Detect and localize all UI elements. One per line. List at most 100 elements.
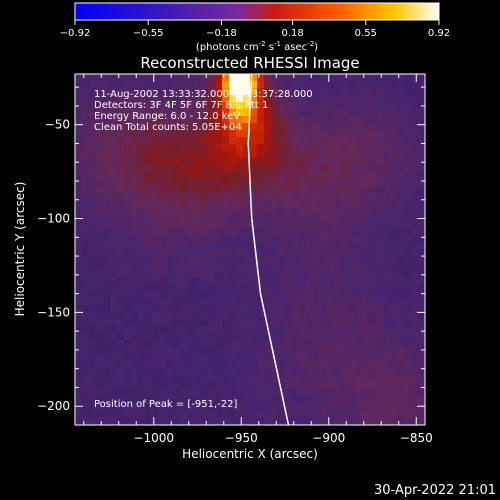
heatmap-cell xyxy=(376,214,384,222)
heatmap-cell xyxy=(124,417,132,425)
heatmap-cell xyxy=(376,249,384,257)
heatmap-cell xyxy=(138,123,146,131)
heatmap-cell xyxy=(82,235,90,243)
heatmap-cell xyxy=(250,361,258,369)
heatmap-cell xyxy=(355,326,363,334)
heatmap-cell xyxy=(208,389,216,397)
heatmap-cell xyxy=(152,172,160,180)
heatmap-cell xyxy=(278,368,286,376)
heatmap-cell xyxy=(355,172,363,180)
heatmap-cell xyxy=(257,396,265,404)
heatmap-cell xyxy=(257,144,265,152)
heatmap-cell xyxy=(397,382,405,390)
heatmap-cell xyxy=(341,158,349,166)
heatmap-cell xyxy=(236,200,244,208)
heatmap-cell xyxy=(103,354,111,362)
heatmap-cell xyxy=(117,207,125,215)
heatmap-cell xyxy=(320,144,328,152)
heatmap-cell xyxy=(327,228,335,236)
heatmap-cell xyxy=(131,319,139,327)
heatmap-cell xyxy=(229,389,237,397)
heatmap-cell xyxy=(327,144,335,152)
heatmap-cell xyxy=(117,165,125,173)
heatmap-cell xyxy=(369,277,377,285)
heatmap-cell xyxy=(292,242,300,250)
heatmap-cell xyxy=(194,284,202,292)
heatmap-cell xyxy=(334,333,342,341)
heatmap-cell xyxy=(89,410,97,418)
heatmap-cell xyxy=(180,382,188,390)
heatmap-cell xyxy=(180,242,188,250)
heatmap-cell xyxy=(355,123,363,131)
heatmap-cell xyxy=(418,130,425,138)
heatmap-cell xyxy=(327,81,335,89)
heatmap-cell xyxy=(299,298,307,306)
heatmap-cell xyxy=(194,382,202,390)
heatmap-cell xyxy=(215,193,223,201)
heatmap-cell xyxy=(117,95,125,103)
heatmap-cell xyxy=(96,333,104,341)
heatmap-cell xyxy=(124,396,132,404)
heatmap-cell xyxy=(145,333,153,341)
heatmap-cell xyxy=(313,270,321,278)
heatmap-cell xyxy=(152,137,160,145)
heatmap-cell xyxy=(383,228,391,236)
heatmap-cell xyxy=(103,95,111,103)
heatmap-cell xyxy=(355,179,363,187)
heatmap-cell xyxy=(355,291,363,299)
heatmap-cell xyxy=(320,186,328,194)
heatmap-cell xyxy=(173,312,181,320)
heatmap-cell xyxy=(341,410,349,418)
heatmap-cell xyxy=(334,95,342,103)
heatmap-cell xyxy=(103,347,111,355)
heatmap-cell xyxy=(201,88,209,96)
heatmap-cell xyxy=(250,74,258,82)
heatmap-cell xyxy=(138,109,146,117)
heatmap-cell xyxy=(243,340,251,348)
heatmap-cell xyxy=(292,221,300,229)
heatmap-cell xyxy=(236,368,244,376)
heatmap-cell xyxy=(404,137,412,145)
heatmap-cell xyxy=(117,74,125,82)
heatmap-cell xyxy=(166,319,174,327)
heatmap-cell xyxy=(285,270,293,278)
heatmap-cell xyxy=(138,200,146,208)
heatmap-cell xyxy=(397,368,405,376)
heatmap-cell xyxy=(166,270,174,278)
heatmap-cell xyxy=(285,242,293,250)
heatmap-cell xyxy=(89,193,97,201)
heatmap-cell xyxy=(355,144,363,152)
heatmap-cell xyxy=(159,109,167,117)
heatmap-cell xyxy=(159,249,167,257)
heatmap-cell xyxy=(166,284,174,292)
heatmap-cell xyxy=(264,130,272,138)
heatmap-cell xyxy=(117,354,125,362)
heatmap-cell xyxy=(229,130,237,138)
heatmap-cell xyxy=(313,389,321,397)
heatmap-cell xyxy=(152,74,160,82)
heatmap-cell xyxy=(194,361,202,369)
heatmap-cell xyxy=(124,256,132,264)
heatmap-cell xyxy=(75,95,83,103)
heatmap-cell xyxy=(166,333,174,341)
heatmap-cell xyxy=(313,312,321,320)
heatmap-cell xyxy=(103,256,111,264)
heatmap-cell xyxy=(152,207,160,215)
heatmap-cell xyxy=(390,382,398,390)
heatmap-cell xyxy=(201,263,209,271)
heatmap-cell xyxy=(341,116,349,124)
heatmap-cell xyxy=(166,396,174,404)
heatmap-cell xyxy=(138,186,146,194)
heatmap-cell xyxy=(250,221,258,229)
heatmap-cell xyxy=(404,158,412,166)
heatmap-cell xyxy=(89,368,97,376)
heatmap-cell xyxy=(250,130,258,138)
heatmap-cell xyxy=(404,326,412,334)
heatmap-cell xyxy=(264,109,272,117)
heatmap-cell xyxy=(264,396,272,404)
heatmap-cell xyxy=(124,368,132,376)
heatmap-cell xyxy=(264,354,272,362)
heatmap-cell xyxy=(383,326,391,334)
heatmap-cell xyxy=(250,312,258,320)
heatmap-cell xyxy=(173,298,181,306)
